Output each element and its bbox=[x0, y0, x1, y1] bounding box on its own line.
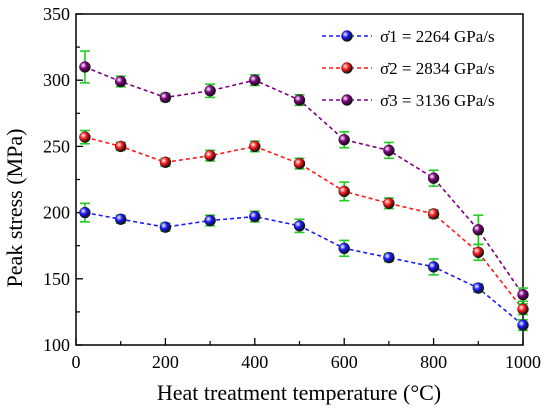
data-point-series-2 bbox=[383, 197, 395, 210]
data-point-series-3 bbox=[517, 288, 529, 301]
legend-marker-3 bbox=[341, 94, 353, 106]
data-point-series-2 bbox=[293, 157, 306, 170]
data-point-series-1 bbox=[114, 213, 127, 225]
x-tick-label: 800 bbox=[420, 352, 447, 372]
data-point-series-3 bbox=[204, 85, 216, 97]
data-point-series-3 bbox=[249, 74, 261, 86]
data-point-series-3 bbox=[79, 61, 91, 73]
y-tick-label: 300 bbox=[43, 70, 70, 90]
data-point-series-3 bbox=[383, 144, 395, 157]
data-point-series-1 bbox=[249, 210, 261, 223]
data-point-series-3 bbox=[159, 91, 172, 104]
data-point-series-3 bbox=[293, 94, 306, 106]
data-point-series-2 bbox=[427, 208, 440, 220]
y-axis-label: Peak stress (MPa) bbox=[2, 129, 27, 288]
data-point-series-1 bbox=[383, 251, 395, 264]
data-point-series-1 bbox=[204, 214, 216, 227]
data-point-series-2 bbox=[204, 149, 216, 162]
data-point-series-1 bbox=[517, 319, 529, 331]
data-point-series-2 bbox=[338, 185, 350, 198]
legend-label-1: σ̇1 = 2264 GPa/s bbox=[380, 27, 495, 46]
data-point-series-2 bbox=[472, 246, 485, 259]
series-line-1 bbox=[84, 211, 524, 326]
legend-marker-2 bbox=[341, 62, 353, 74]
data-point-series-1 bbox=[79, 206, 91, 219]
y-tick-label: 100 bbox=[43, 335, 70, 355]
data-point-series-1 bbox=[338, 242, 350, 255]
data-point-series-3 bbox=[114, 75, 127, 88]
x-tick-label: 1000 bbox=[505, 352, 541, 372]
y-tick-label: 200 bbox=[43, 203, 70, 223]
data-point-series-2 bbox=[79, 131, 91, 143]
data-point-series-1 bbox=[427, 261, 440, 273]
data-point-series-3 bbox=[472, 224, 485, 236]
legend-marker-1 bbox=[341, 30, 353, 42]
data-point-series-1 bbox=[293, 220, 306, 232]
x-tick-label: 400 bbox=[241, 352, 268, 372]
data-point-series-1 bbox=[159, 221, 172, 233]
y-tick-label: 150 bbox=[43, 269, 70, 289]
y-tick-label: 250 bbox=[43, 136, 70, 156]
x-axis-label: Heat treatment temperature (°C) bbox=[157, 380, 441, 405]
x-tick-label: 200 bbox=[152, 352, 179, 372]
data-point-series-3 bbox=[427, 172, 440, 184]
data-point-series-1 bbox=[472, 282, 485, 294]
data-point-series-2 bbox=[517, 303, 529, 316]
data-point-series-3 bbox=[338, 134, 350, 146]
data-point-series-2 bbox=[249, 140, 261, 153]
data-point-series-2 bbox=[114, 140, 127, 153]
series-line-2 bbox=[84, 136, 524, 310]
data-point-series-2 bbox=[159, 156, 172, 169]
y-tick-label: 350 bbox=[43, 4, 70, 24]
x-tick-label: 600 bbox=[331, 352, 358, 372]
x-tick-label: 0 bbox=[72, 352, 81, 372]
legend-label-3: σ̇3 = 3136 GPa/s bbox=[380, 91, 495, 110]
legend-label-2: σ̇2 = 2834 GPa/s bbox=[380, 59, 495, 78]
